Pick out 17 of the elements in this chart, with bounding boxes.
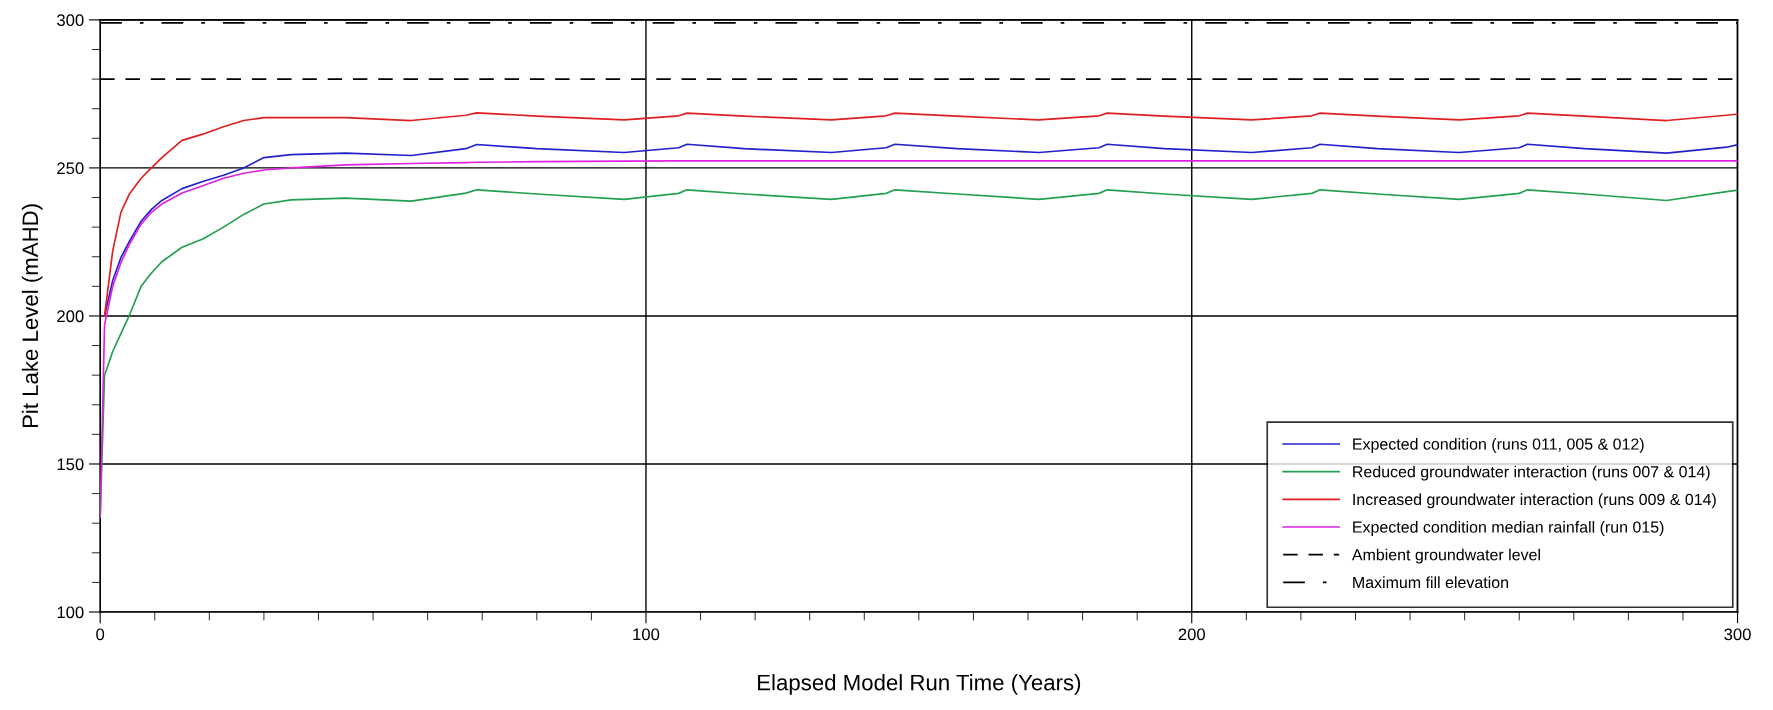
legend-label: Increased groundwater interaction (runs 009 & 014) (1353, 493, 1716, 509)
x-tick-label: 0 (96, 628, 105, 641)
legend-label: Reduced groundwater interaction (runs 007 & 014) (1353, 465, 1710, 481)
legend-label: Ambient groundwater level (1351, 548, 1540, 564)
legend-label: Expected condition (runs 011, 005 & 012) (1353, 438, 1644, 453)
y-tick-label: 300 (57, 14, 84, 27)
legend-label: Expected condition median rainfall (run 015) (1353, 521, 1664, 536)
y-tick-label: 200 (57, 310, 84, 323)
y-tick-label: 250 (57, 162, 84, 175)
x-tick-label: 100 (633, 628, 660, 641)
x-axis-title: Elapsed Model Run Time (Years) (758, 674, 1081, 695)
legend-label: Maximum fill elevation (1353, 576, 1508, 589)
y-tick-label: 100 (57, 606, 84, 619)
x-tick-label: 200 (1178, 628, 1205, 641)
x-tick-label: 300 (1724, 628, 1751, 641)
y-axis-title: Pit Lake Level (mAHD) (21, 204, 43, 428)
y-tick-label: 150 (57, 458, 84, 471)
